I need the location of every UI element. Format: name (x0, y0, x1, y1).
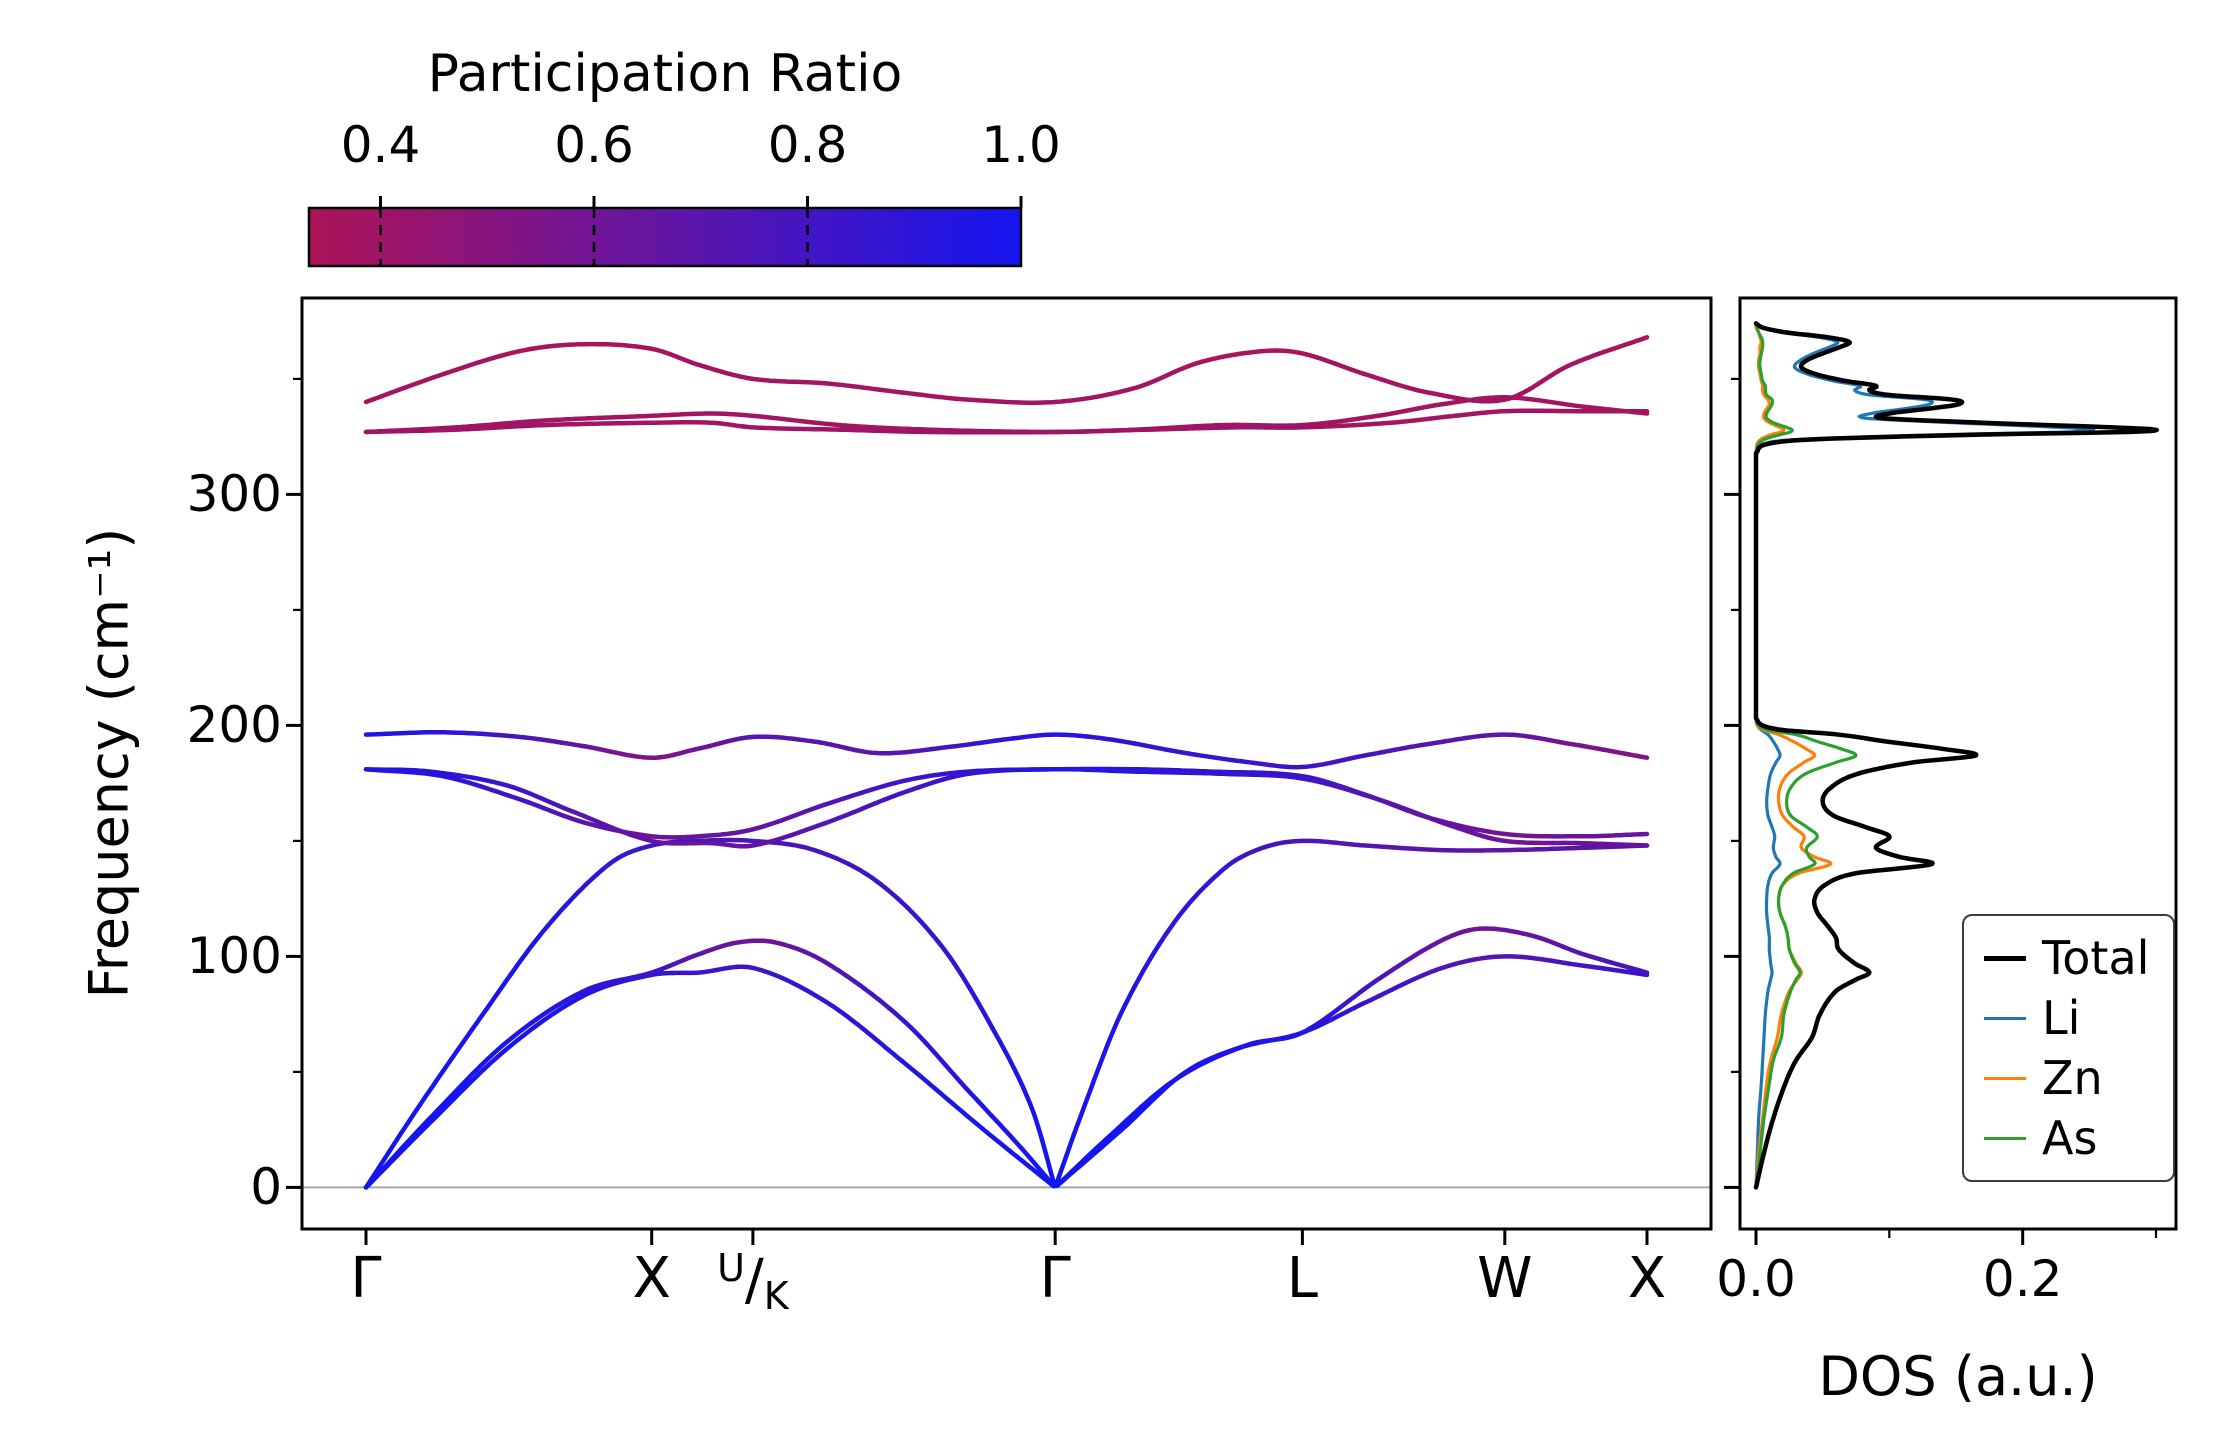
legend-item-total: Total (1984, 932, 2149, 984)
legend-label-li: Li (2042, 991, 2081, 1045)
dos-legend: Total Li Zn As (1962, 914, 2176, 1182)
legend-label-zn: Zn (2042, 1051, 2103, 1105)
colorbar-title: Participation Ratio (427, 44, 903, 104)
kpoint-label: Γ (1039, 1246, 1071, 1311)
kpoint-label: L (1286, 1246, 1318, 1311)
legend-swatch-li (1984, 1016, 2026, 1020)
y-tick-label: 300 (186, 465, 282, 524)
legend-label-total: Total (2042, 931, 2150, 985)
y-axis-label: Frequency (cm⁻¹) (77, 527, 141, 999)
kpoint-label: Γ (350, 1246, 382, 1311)
colorbar-gradient (309, 208, 1021, 266)
kpoint-label: U/K (717, 1246, 789, 1318)
colorbar-frame (307, 206, 1023, 268)
colorbar-tick-label: 0.8 (767, 116, 848, 174)
dos-curves (1753, 321, 2159, 1190)
band-axes-frame (300, 296, 1713, 1231)
legend-swatch-total (1984, 955, 2026, 961)
colorbar-tick-label: 0.6 (554, 116, 634, 174)
y-tick-label: 100 (186, 927, 282, 986)
legend-item-as: As (1984, 1112, 2149, 1164)
phonon-bands (363, 335, 1650, 1190)
legend-item-zn: Zn (1984, 1052, 2149, 1104)
kpoint-label: W (1477, 1246, 1533, 1311)
legend-swatch-zn (1984, 1076, 2026, 1080)
kpoint-label: X (1627, 1246, 1667, 1311)
dos-tick-label: 0.2 (1982, 1250, 2063, 1308)
dos-curve-total (1753, 321, 2159, 1190)
kpoint-label: X (632, 1246, 671, 1311)
dos-x-axis-label: DOS (a.u.) (1818, 1345, 2098, 1408)
colorbar-tick-label: 0.4 (340, 116, 421, 174)
dos-curve-zn (1754, 321, 1833, 1189)
y-tick-label: 0 (250, 1158, 282, 1217)
dos-tick-label: 0.0 (1716, 1250, 1796, 1308)
legend-swatch-as (1984, 1136, 2026, 1140)
y-tick-label: 200 (186, 696, 282, 755)
legend-item-li: Li (1984, 992, 2149, 1044)
colorbar-tick-label: 1.0 (981, 116, 1061, 174)
dos-axes-frame (1738, 296, 2178, 1231)
legend-label-as: As (2042, 1111, 2098, 1165)
